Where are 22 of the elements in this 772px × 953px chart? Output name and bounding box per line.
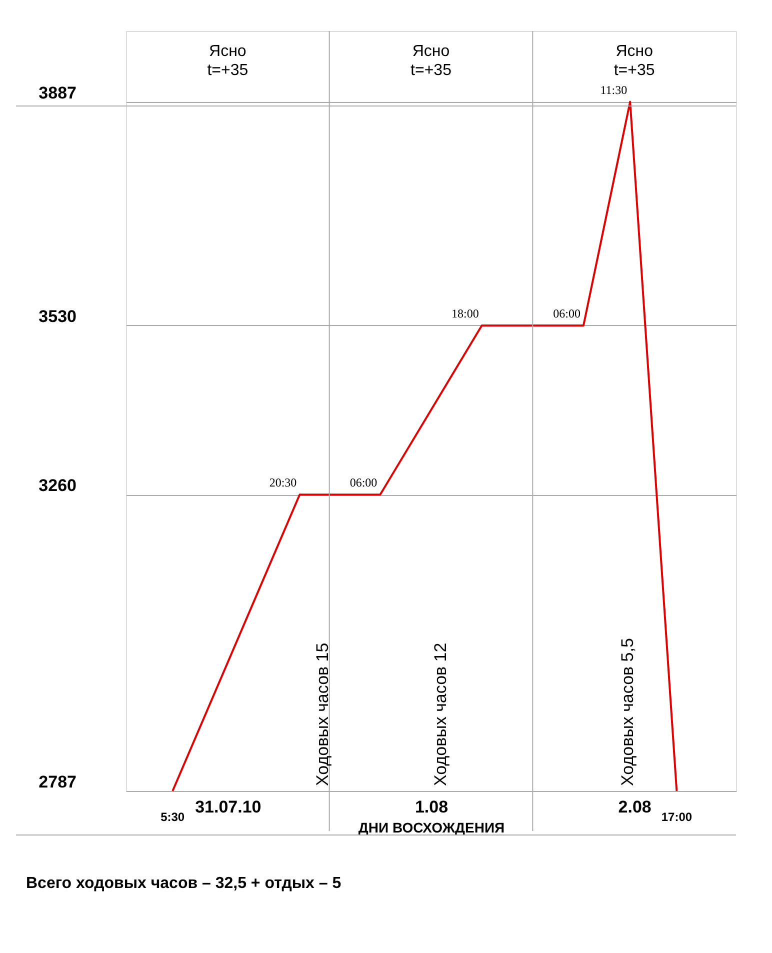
annotation: 17:00 — [661, 810, 692, 824]
y-tick-label: 3887 — [38, 83, 76, 102]
x-tick-label: 2.08 — [618, 798, 652, 816]
annotation: 06:00 — [553, 306, 580, 320]
annotation: Ясно t=+35 — [614, 43, 655, 79]
annotation: 06:00 — [350, 476, 378, 490]
annotation: 20:30 — [269, 476, 297, 490]
y-tick-label: 3260 — [38, 476, 76, 496]
annotation: 5:30 — [160, 810, 185, 824]
x-axis-title: ДНИ ВОСХОЖДЕНИЯ — [358, 820, 505, 836]
x-tick-label: 1.08 — [414, 798, 448, 816]
annotation: Ходовых часов 12 — [431, 642, 450, 786]
annotation: 18:00 — [451, 306, 479, 320]
text: Всего ходовых часов – 32,5 + отдых – 5 — [26, 875, 342, 892]
annotation: Ходовых часов 5,5 — [618, 638, 638, 786]
annotation: Ясно t=+35 — [410, 43, 452, 79]
annotation: Ходовых часов 15 — [313, 642, 332, 786]
y-tick-label: 2787 — [38, 772, 76, 792]
x-tick-label: 31.07.10 — [195, 798, 262, 816]
y-tick-label: 3530 — [38, 306, 76, 326]
annotation: 11:30 — [600, 82, 628, 97]
annotation: Ясно t=+35 — [207, 43, 248, 79]
